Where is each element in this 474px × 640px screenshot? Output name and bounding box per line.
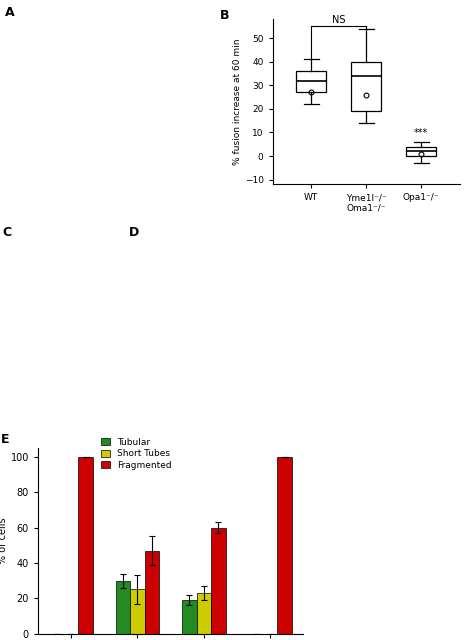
Text: D: D [129, 227, 139, 239]
Y-axis label: % fusion increase at 60 min: % fusion increase at 60 min [233, 38, 242, 165]
Bar [130, 589, 145, 634]
Text: C: C [2, 227, 11, 239]
PathPatch shape [296, 71, 326, 92]
Text: NS: NS [332, 15, 346, 25]
Text: E: E [1, 433, 9, 446]
Bar [182, 600, 197, 634]
Legend: Tubular, Short Tubes, Fragmented: Tubular, Short Tubes, Fragmented [101, 438, 172, 470]
Y-axis label: % of cells: % of cells [0, 518, 8, 564]
Text: ***: *** [414, 129, 428, 138]
Bar [197, 593, 211, 634]
Bar [277, 457, 292, 634]
PathPatch shape [406, 147, 437, 156]
PathPatch shape [351, 61, 381, 111]
Bar [78, 457, 93, 634]
Text: B: B [220, 10, 229, 22]
Bar [211, 527, 226, 634]
Text: A: A [5, 6, 14, 19]
Bar [116, 580, 130, 634]
Bar [145, 550, 159, 634]
